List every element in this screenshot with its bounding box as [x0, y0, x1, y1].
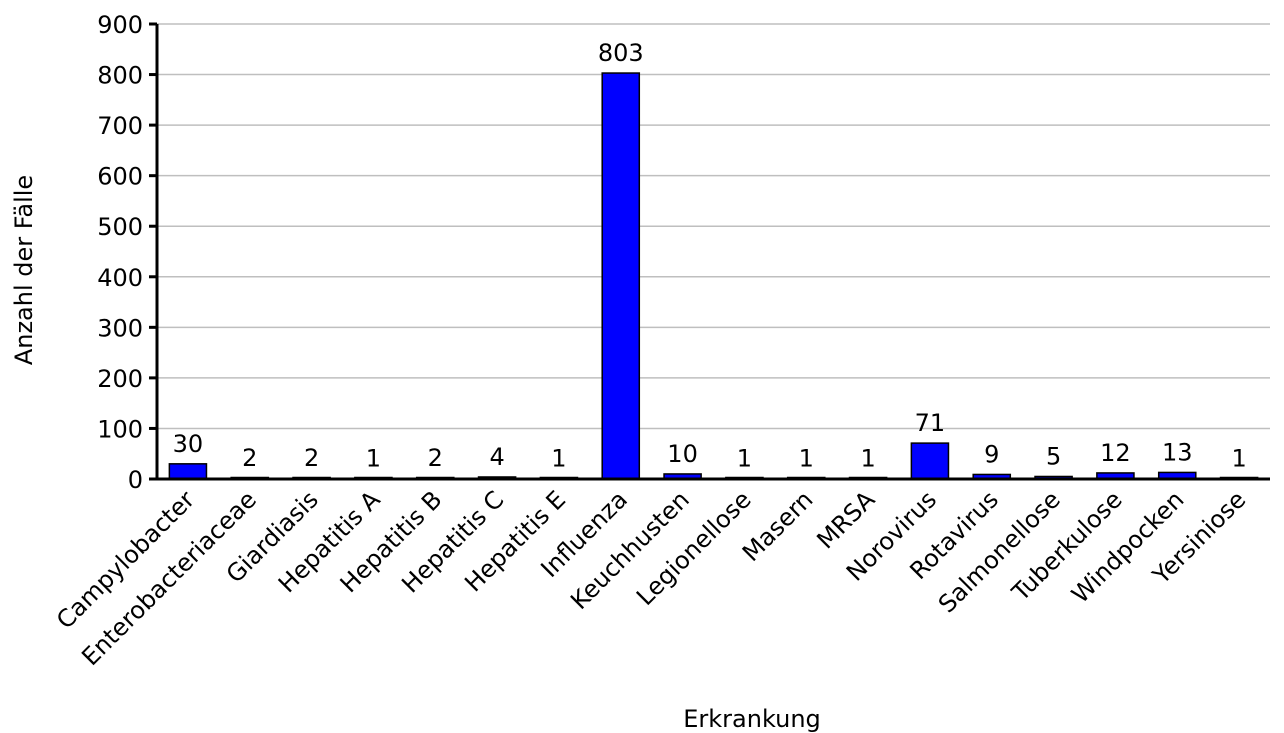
- y-tick-label: 800: [97, 62, 143, 90]
- bar: [168, 463, 208, 480]
- data-label: 30: [173, 430, 204, 458]
- data-label: 1: [366, 444, 381, 472]
- grid-lines: [157, 23, 1270, 430]
- data-label: 2: [304, 444, 319, 472]
- y-tick-label: 600: [97, 163, 143, 191]
- data-label: 803: [598, 39, 644, 67]
- y-tick-label: 500: [97, 213, 143, 241]
- y-axis-ticks: 0 100 200 300 400 500 600 700 800 900: [97, 11, 157, 494]
- y-tick-label: 700: [97, 112, 143, 140]
- data-label: 9: [984, 440, 999, 468]
- data-label: 1: [737, 444, 752, 472]
- data-label: 1: [799, 444, 814, 472]
- data-label: 2: [242, 444, 257, 472]
- data-label: 1: [1231, 444, 1246, 472]
- x-axis-title: Erkrankung: [683, 705, 821, 733]
- y-tick-label: 900: [97, 11, 143, 39]
- data-label: 5: [1046, 442, 1061, 470]
- bar: [601, 72, 641, 480]
- y-axis-title: Anzahl der Fälle: [10, 175, 38, 365]
- y-tick-label: 100: [97, 415, 143, 443]
- data-label: 12: [1100, 439, 1131, 467]
- y-tick-label: 400: [97, 264, 143, 292]
- data-label: 1: [860, 444, 875, 472]
- data-label: 13: [1162, 438, 1193, 466]
- x-axis-ticks: CampylobacterEnterobacteriaceaeGiardiasi…: [51, 485, 1251, 671]
- y-tick-label: 300: [97, 314, 143, 342]
- bars: [168, 72, 1259, 480]
- data-label: 2: [428, 444, 443, 472]
- y-tick-label: 0: [128, 466, 143, 494]
- bar: [910, 442, 950, 480]
- data-label: 71: [915, 409, 946, 437]
- x-tick-label: Masern: [737, 485, 819, 567]
- data-label: 4: [489, 443, 504, 471]
- y-tick-label: 200: [97, 365, 143, 393]
- data-label: 10: [667, 440, 698, 468]
- data-label: 1: [551, 444, 566, 472]
